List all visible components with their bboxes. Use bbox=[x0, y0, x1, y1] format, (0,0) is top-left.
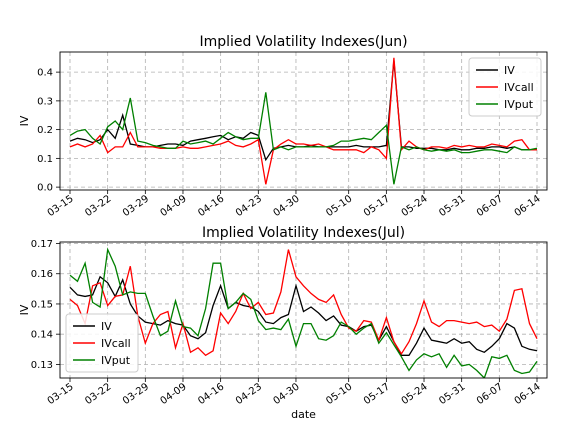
x-tick-label: 03-15 bbox=[46, 381, 76, 407]
x-tick-label: 04-09 bbox=[159, 381, 189, 407]
chart-title: Implied Volatility Indexes(Jun) bbox=[199, 34, 407, 50]
x-tick-label: 04-16 bbox=[196, 381, 226, 407]
x-tick-label: 03-22 bbox=[83, 193, 113, 219]
x-tick-label: 03-29 bbox=[121, 193, 151, 219]
x-tick-label: 04-23 bbox=[234, 381, 264, 407]
series-line-ivcall bbox=[69, 249, 538, 357]
plot-frame bbox=[59, 241, 548, 379]
chart-title: Implied Volatility Indexes(Jul) bbox=[202, 225, 405, 241]
plot-frame bbox=[59, 51, 548, 191]
y-tick-label: 0.16 bbox=[31, 269, 53, 280]
legend-box bbox=[468, 57, 542, 117]
x-tick-label: 04-30 bbox=[272, 381, 302, 407]
x-tick-label: 05-31 bbox=[437, 381, 467, 407]
legend-label: IVcall bbox=[101, 337, 131, 350]
x-tick-label: 05-17 bbox=[362, 193, 392, 219]
x-tick-label: 03-29 bbox=[121, 381, 151, 407]
x-tick-label: 06-14 bbox=[513, 381, 543, 407]
y-tick-label: 0.3 bbox=[37, 96, 53, 107]
x-tick-label: 06-14 bbox=[513, 193, 543, 219]
legend-box bbox=[65, 313, 139, 373]
x-tick-label: 05-31 bbox=[437, 193, 467, 219]
y-tick-label: 0.17 bbox=[31, 239, 53, 250]
legend: IV IVcall IVput bbox=[468, 57, 542, 117]
legend-label: IVcall bbox=[504, 81, 534, 94]
y-tick-label: 0.15 bbox=[31, 299, 53, 310]
legend-label: IV bbox=[101, 320, 112, 333]
x-tick-label: 05-24 bbox=[400, 193, 430, 219]
y-tick-label: 0.1 bbox=[37, 154, 53, 165]
x-axis-label: date bbox=[291, 408, 316, 421]
legend: IV IVcall IVput bbox=[65, 313, 139, 373]
legend-label: IVput bbox=[101, 354, 131, 367]
x-tick-label: 06-07 bbox=[475, 381, 505, 407]
x-tick-label: 05-10 bbox=[324, 381, 354, 407]
x-tick-label: 03-22 bbox=[83, 381, 113, 407]
x-tick-label: 05-10 bbox=[324, 193, 354, 219]
legend-label: IVput bbox=[504, 98, 534, 111]
x-tick-label: 03-15 bbox=[46, 193, 76, 219]
legend-label: IV bbox=[504, 64, 515, 77]
chart-2: Implied Volatility Indexes(Jul) 0.13 0.14 0… bbox=[18, 225, 548, 421]
y-tick-label: 0.14 bbox=[31, 330, 53, 341]
x-tick-label: 04-23 bbox=[234, 193, 264, 219]
x-tick-label: 06-07 bbox=[475, 193, 505, 219]
series-line-ivput bbox=[69, 92, 538, 185]
chart-1: Implied Volatility Indexes(Jun) 0.0 0.1 0.2… bbox=[18, 34, 548, 219]
x-tick-label: 04-30 bbox=[272, 193, 302, 219]
series-line-iv bbox=[69, 275, 538, 356]
x-tick-label: 04-16 bbox=[196, 193, 226, 219]
y-tick-label: 0.4 bbox=[37, 68, 53, 79]
y-tick-label: 0.2 bbox=[37, 125, 53, 136]
x-tick-label: 05-24 bbox=[400, 381, 430, 407]
series-line-ivput bbox=[69, 247, 538, 378]
x-tick-label: 05-17 bbox=[362, 381, 392, 407]
series-line-iv bbox=[69, 60, 537, 162]
y-tick-label: 0.0 bbox=[37, 183, 53, 194]
x-tick-label: 04-09 bbox=[159, 193, 189, 219]
y-axis-label: IV bbox=[18, 304, 31, 315]
y-tick-label: 0.13 bbox=[31, 360, 53, 371]
y-axis-label: IV bbox=[18, 115, 31, 126]
series-line-ivcall bbox=[69, 57, 537, 185]
